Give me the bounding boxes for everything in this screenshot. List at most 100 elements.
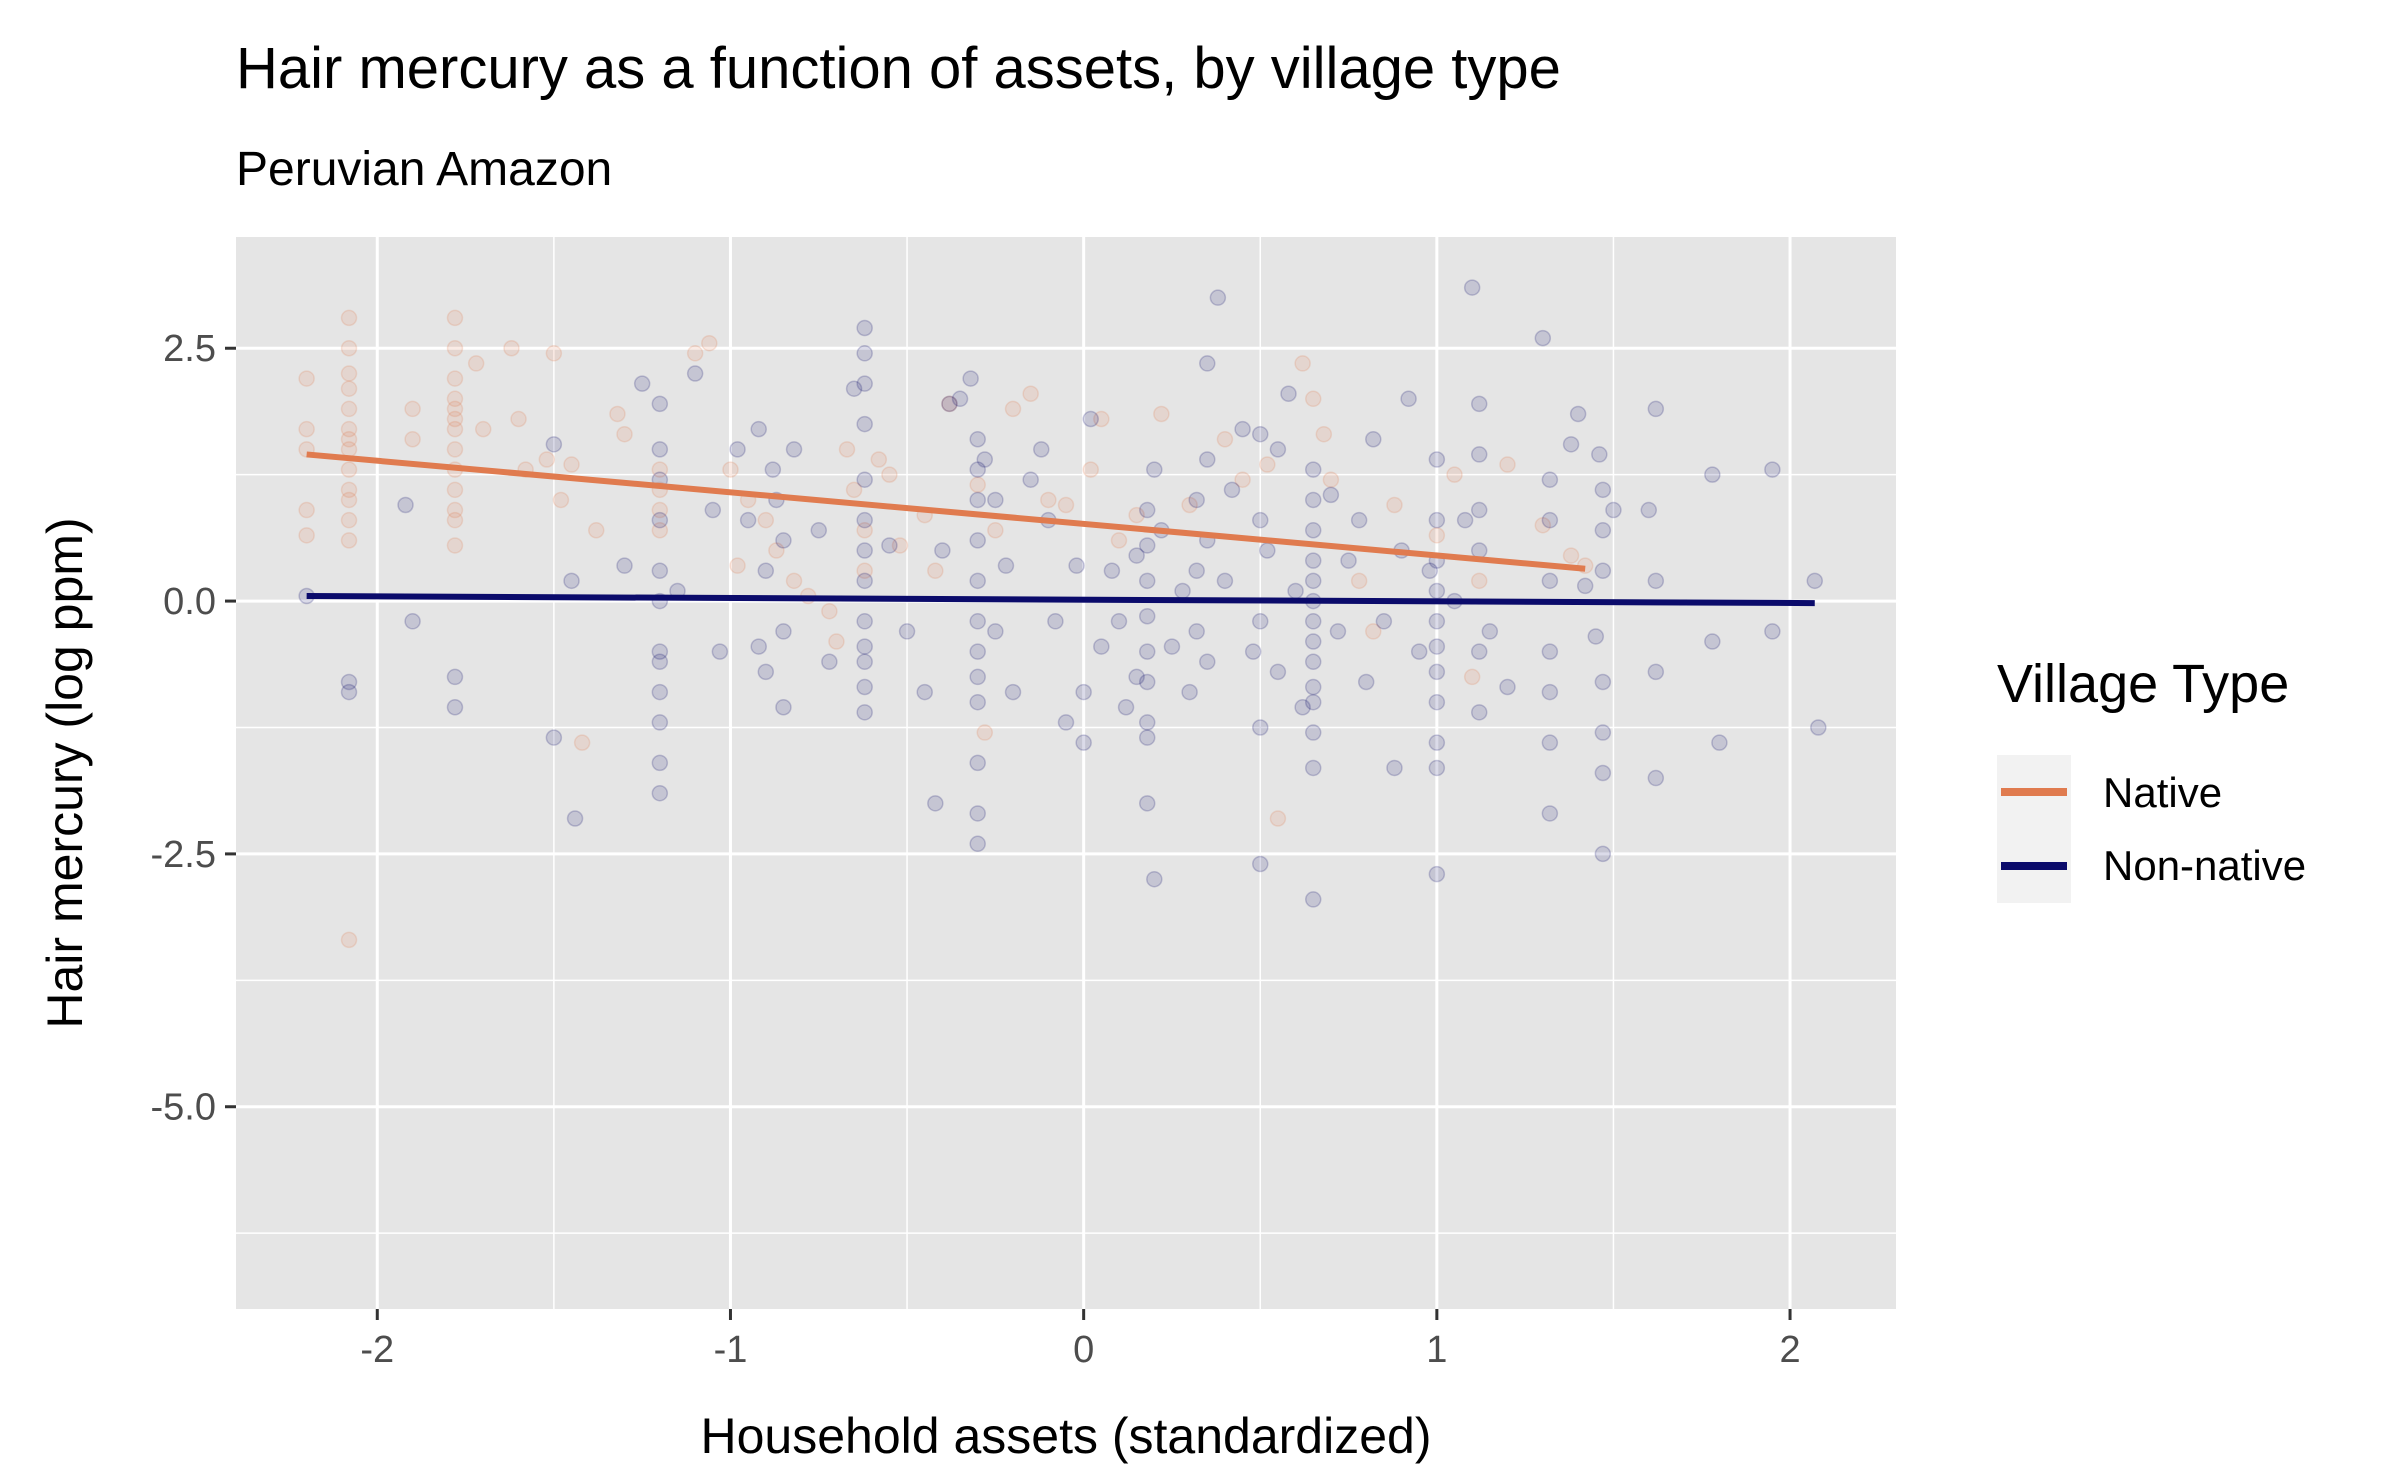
nonnative-point <box>1591 446 1608 463</box>
nonnative-point <box>1188 562 1205 579</box>
nonnative-point <box>446 699 464 716</box>
nonnative-point <box>1456 511 1474 529</box>
nonnative-point <box>446 668 464 686</box>
native-point <box>446 511 464 529</box>
nonnative-point <box>856 471 873 488</box>
nonnative-point <box>404 613 421 630</box>
native-point <box>446 390 464 408</box>
nonnative-point <box>616 557 633 574</box>
native-point <box>870 451 888 468</box>
nonnative-point <box>1463 279 1481 296</box>
nonnative-point <box>1304 522 1322 539</box>
nonnative-point <box>651 511 669 529</box>
nonnative-point <box>739 511 757 529</box>
nonnative-point <box>563 572 580 590</box>
nonnative-point <box>1329 623 1347 640</box>
nonnative-point <box>1252 719 1269 736</box>
nonnative-point <box>1428 613 1446 630</box>
nonnative-point <box>1138 537 1156 554</box>
nonnative-point <box>1252 425 1269 443</box>
nonnative-point <box>856 572 873 590</box>
nonnative-point <box>651 683 669 701</box>
native-point <box>298 420 315 438</box>
native-point <box>1153 405 1170 423</box>
y-tick-label: -2.5 <box>151 834 216 876</box>
nonnative-point <box>566 810 584 827</box>
native-point <box>467 355 485 372</box>
native-point <box>1269 810 1287 827</box>
nonnative-point <box>1252 511 1269 529</box>
nonnative-fit-line <box>306 593 1815 607</box>
native-point <box>1470 572 1488 590</box>
native-point <box>340 441 358 458</box>
legend-label-nonnative: Non-native <box>2103 842 2306 889</box>
nonnative-point <box>397 496 414 514</box>
nonnative-point <box>1428 759 1446 777</box>
x-axis-title: Household assets (standardized) <box>701 1408 1432 1464</box>
native-point <box>1093 410 1110 428</box>
nonnative-point <box>1647 769 1665 787</box>
native-point <box>821 602 838 620</box>
nonnative-point <box>1033 441 1050 458</box>
nonnative-point <box>1541 511 1559 529</box>
nonnative-point <box>757 663 775 681</box>
nonnative-point <box>1209 289 1227 306</box>
nonnative-point <box>1428 451 1446 468</box>
nonnative-point <box>1199 653 1216 671</box>
axes: -2 -1 0 1 2 2.5 0.0 -2.5 -5.0 <box>151 328 1801 1371</box>
nonnative-point <box>934 542 951 559</box>
nonnative-point <box>651 754 669 772</box>
nonnative-point <box>969 491 986 509</box>
nonnative-point <box>1138 607 1156 625</box>
native-point <box>1110 532 1128 549</box>
nonnative-point <box>651 643 669 660</box>
native-point <box>609 405 626 423</box>
nonnative-point <box>1711 734 1728 751</box>
nonnative-point <box>1304 572 1322 590</box>
nonnative-point <box>651 395 669 413</box>
nonnative-point <box>1199 355 1216 372</box>
nonnative-point <box>969 805 986 822</box>
y-tick-label: 0.0 <box>163 581 216 623</box>
native-point <box>1259 456 1276 473</box>
native-point <box>298 501 315 519</box>
nonnative-point <box>750 638 767 655</box>
nonnative-point <box>1428 638 1446 655</box>
nonnative-point <box>1647 400 1665 418</box>
nonnative-point <box>1587 628 1605 645</box>
native-point <box>1294 355 1311 372</box>
native-point <box>881 466 898 483</box>
native-point <box>1386 496 1403 514</box>
nonnative-point <box>969 835 986 853</box>
nonnative-point <box>1594 562 1612 579</box>
nonnative-point <box>1594 764 1612 782</box>
nonnative-point <box>1304 891 1322 908</box>
native-point <box>446 537 464 554</box>
nonnative-point <box>1294 699 1311 716</box>
nonnative-point <box>987 491 1004 509</box>
nonnative-point <box>856 415 873 433</box>
nonnative-point <box>856 638 873 655</box>
nonnative-point <box>962 370 979 387</box>
native-point <box>616 425 633 443</box>
native-point <box>1004 400 1022 418</box>
nonnative-point <box>1534 329 1552 347</box>
nonnative-point <box>340 673 358 691</box>
nonnative-point <box>1304 613 1322 630</box>
nonnative-point <box>856 704 873 721</box>
nonnative-point <box>1421 562 1439 579</box>
nonnative-point <box>1428 865 1446 883</box>
nonnative-point <box>545 436 563 453</box>
nonnative-point <box>1594 481 1612 499</box>
native-point <box>1022 385 1039 403</box>
nonnative-point <box>1057 714 1075 731</box>
nonnative-point <box>1386 759 1403 777</box>
native-point <box>340 532 358 549</box>
native-point <box>573 734 591 751</box>
nonnative-point <box>1110 613 1128 630</box>
nonnative-point <box>1541 734 1559 751</box>
native-point <box>686 345 704 362</box>
native-point <box>1315 425 1333 443</box>
native-point <box>446 501 464 519</box>
nonnative-point <box>856 613 873 630</box>
